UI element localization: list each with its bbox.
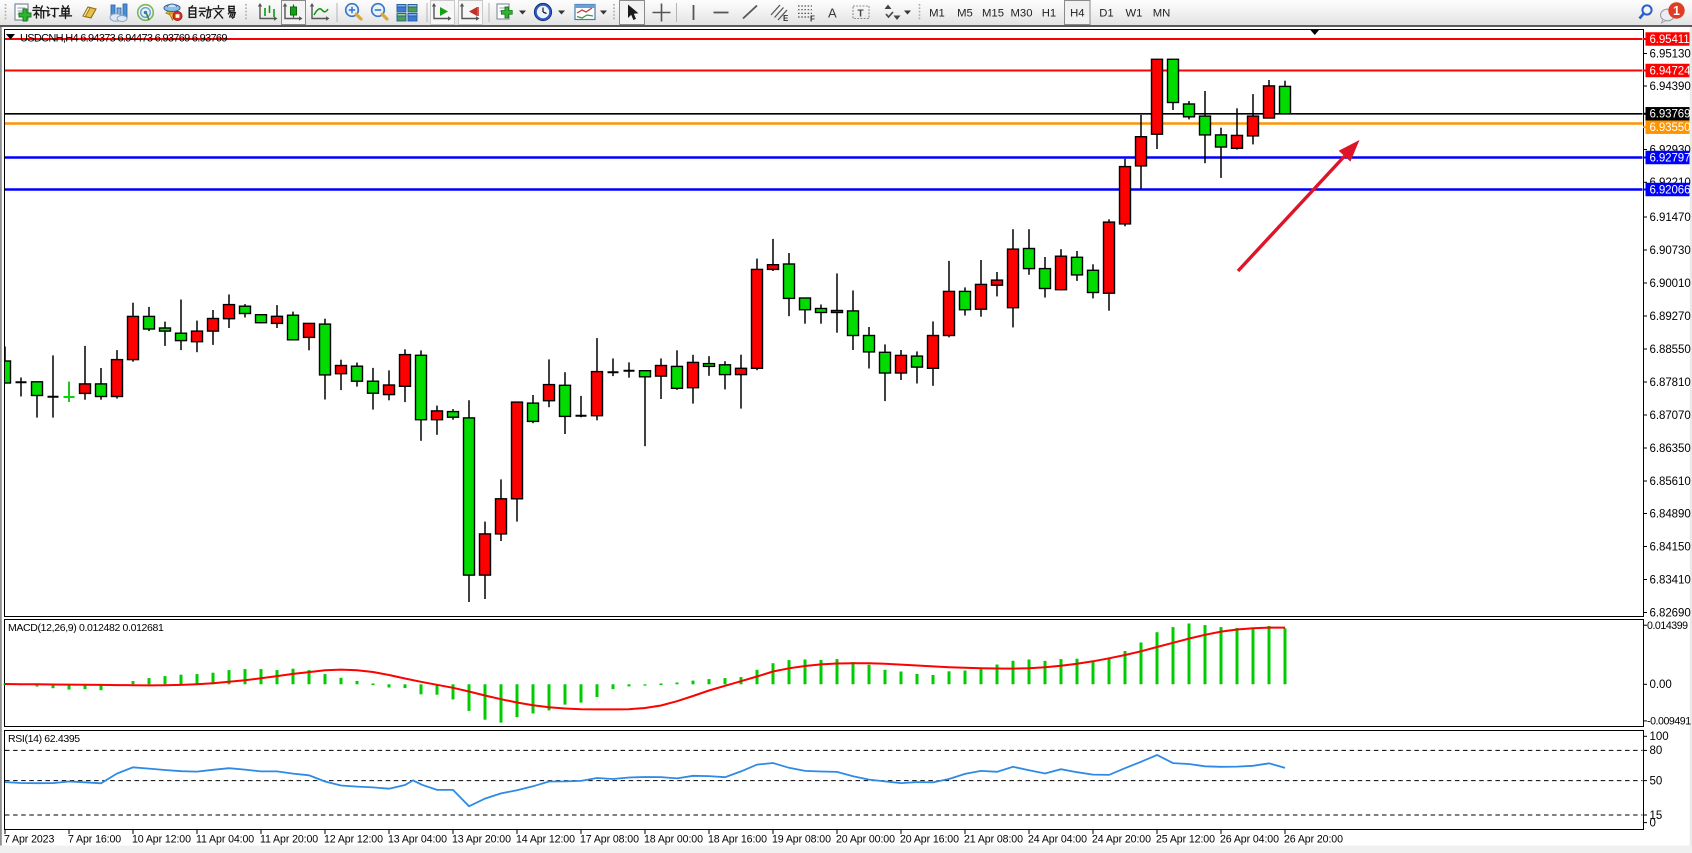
svg-text:M1: M1 bbox=[929, 8, 945, 20]
svg-text:USDCNH,H4 6.94373 6.94473 6.9: USDCNH,H4 6.94373 6.94473 6.93769 6.9376… bbox=[20, 33, 227, 45]
svg-text:11 Apr 20:00: 11 Apr 20:00 bbox=[260, 834, 318, 846]
svg-text:0: 0 bbox=[1650, 817, 1656, 829]
svg-text:11 Apr 04:00: 11 Apr 04:00 bbox=[196, 834, 254, 846]
svg-text:7 Apr 16:00: 7 Apr 16:00 bbox=[68, 834, 121, 846]
svg-text:6.95130: 6.95130 bbox=[1650, 48, 1691, 60]
svg-text:6.87070: 6.87070 bbox=[1650, 410, 1691, 422]
svg-text:-0.009491: -0.009491 bbox=[1647, 716, 1691, 728]
svg-text:H1: H1 bbox=[1042, 8, 1056, 20]
svg-text:12 Apr 12:00: 12 Apr 12:00 bbox=[324, 834, 383, 846]
svg-text:0.00: 0.00 bbox=[1650, 679, 1672, 691]
svg-text:20 Apr 16:00: 20 Apr 16:00 bbox=[900, 834, 959, 846]
svg-text:20 Apr 00:00: 20 Apr 00:00 bbox=[836, 834, 895, 846]
svg-text:6.95411: 6.95411 bbox=[1650, 34, 1690, 46]
svg-text:26 Apr 20:00: 26 Apr 20:00 bbox=[1284, 834, 1343, 846]
svg-text:18 Apr 00:00: 18 Apr 00:00 bbox=[644, 834, 703, 846]
svg-text:6.94390: 6.94390 bbox=[1650, 81, 1691, 93]
svg-text:6.84150: 6.84150 bbox=[1650, 541, 1691, 553]
svg-text:18 Apr 16:00: 18 Apr 16:00 bbox=[708, 834, 767, 846]
svg-text:10 Apr 12:00: 10 Apr 12:00 bbox=[132, 834, 191, 846]
svg-text:19 Apr 08:00: 19 Apr 08:00 bbox=[772, 834, 831, 846]
svg-text:7 Apr 2023: 7 Apr 2023 bbox=[4, 834, 54, 846]
svg-text:6.86350: 6.86350 bbox=[1650, 443, 1691, 455]
svg-text:M15: M15 bbox=[982, 8, 1004, 20]
svg-text:13 Apr 04:00: 13 Apr 04:00 bbox=[388, 834, 447, 846]
svg-text:6.92797: 6.92797 bbox=[1650, 152, 1691, 164]
svg-text:6.90010: 6.90010 bbox=[1650, 278, 1691, 290]
svg-text:13 Apr 20:00: 13 Apr 20:00 bbox=[452, 834, 511, 846]
svg-text:6.88550: 6.88550 bbox=[1650, 344, 1691, 356]
svg-text:100: 100 bbox=[1650, 731, 1669, 743]
svg-text:25 Apr 12:00: 25 Apr 12:00 bbox=[1156, 834, 1215, 846]
svg-text:6.92066: 6.92066 bbox=[1650, 184, 1691, 196]
svg-text:W1: W1 bbox=[1126, 8, 1143, 20]
svg-text:D1: D1 bbox=[1099, 8, 1113, 20]
svg-text:50: 50 bbox=[1650, 775, 1663, 787]
svg-text:0.014399: 0.014399 bbox=[1647, 620, 1688, 632]
svg-text:6.93550: 6.93550 bbox=[1650, 122, 1691, 134]
svg-text:6.89270: 6.89270 bbox=[1650, 311, 1691, 323]
svg-text:14 Apr 12:00: 14 Apr 12:00 bbox=[516, 834, 575, 846]
svg-text:A: A bbox=[828, 6, 837, 21]
svg-text:6.87810: 6.87810 bbox=[1650, 377, 1691, 389]
svg-text:T: T bbox=[858, 9, 864, 20]
svg-text:6.90730: 6.90730 bbox=[1650, 245, 1691, 257]
svg-text:MN: MN bbox=[1153, 8, 1171, 20]
svg-text:F: F bbox=[810, 15, 815, 24]
svg-text:6.94724: 6.94724 bbox=[1650, 65, 1692, 77]
svg-text:MACD(12,26,9) 0.012482 0.01268: MACD(12,26,9) 0.012482 0.012681 bbox=[8, 622, 164, 634]
svg-text:E: E bbox=[783, 14, 789, 23]
svg-text:6.93769: 6.93769 bbox=[1650, 109, 1691, 121]
svg-text:17 Apr 08:00: 17 Apr 08:00 bbox=[580, 834, 639, 846]
svg-text:1: 1 bbox=[1673, 4, 1680, 18]
svg-text:6.84890: 6.84890 bbox=[1650, 508, 1691, 520]
svg-text:M5: M5 bbox=[957, 8, 973, 20]
svg-text:6.85610: 6.85610 bbox=[1650, 476, 1691, 488]
svg-text:6.91470: 6.91470 bbox=[1650, 212, 1691, 224]
svg-text:6.82690: 6.82690 bbox=[1650, 607, 1691, 619]
svg-text:6.83410: 6.83410 bbox=[1650, 574, 1691, 586]
svg-text:RSI(14) 62.4395: RSI(14) 62.4395 bbox=[8, 733, 80, 745]
svg-text:24 Apr 04:00: 24 Apr 04:00 bbox=[1028, 834, 1087, 846]
svg-text:21 Apr 08:00: 21 Apr 08:00 bbox=[964, 834, 1023, 846]
svg-text:M30: M30 bbox=[1011, 8, 1033, 20]
svg-text:80: 80 bbox=[1650, 745, 1663, 757]
svg-text:15: 15 bbox=[1650, 810, 1663, 822]
svg-text:24 Apr 20:00: 24 Apr 20:00 bbox=[1092, 834, 1151, 846]
svg-text:H4: H4 bbox=[1070, 8, 1084, 20]
svg-text:26 Apr 04:00: 26 Apr 04:00 bbox=[1220, 834, 1279, 846]
